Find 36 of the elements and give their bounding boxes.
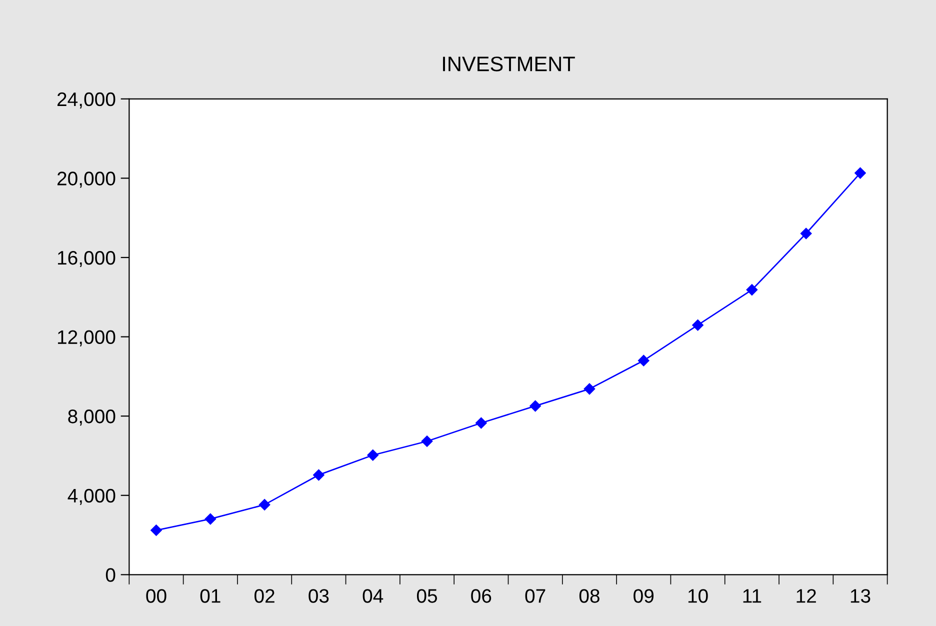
y-tick-label: 8,000 [68,410,116,426]
x-tick-label: 09 [634,589,654,603]
point [204,513,216,525]
x-tick-label: 06 [471,589,492,603]
y-tick-label: 12,000 [58,330,116,346]
point [584,383,596,395]
x-tick-label: 12 [796,589,816,603]
point [800,228,812,240]
point [530,400,541,412]
x-tick-label: 02 [254,589,274,603]
point [692,319,704,331]
x-tick-label: 00 [146,589,166,603]
point [421,436,433,447]
x-tick-label: 03 [308,589,329,603]
point [367,450,378,461]
point [638,354,650,366]
x-tick-label: 10 [688,589,708,603]
point [476,417,487,429]
x-tick-label: 08 [579,589,600,603]
y-tick-label: 16,000 [58,250,116,268]
x-tick-label: 07 [525,589,546,603]
point [854,167,866,179]
y-tick-label: 20,000 [57,172,116,188]
point [258,499,270,510]
x-tick-label: 13 [850,589,870,603]
x-tick-label: 11 [743,589,762,603]
point [150,524,162,536]
x-tick-label: 01 [200,589,220,603]
chart-title: INVESTMENT [443,56,575,72]
y-tick-label: 0 [106,568,116,582]
y-tick-label: 4,000 [68,488,116,505]
point [313,469,324,481]
point [746,284,758,296]
y-tick-label: 24,000 [57,92,116,108]
x-tick-label: 04 [362,589,384,603]
x-tick-label: 05 [416,589,438,603]
